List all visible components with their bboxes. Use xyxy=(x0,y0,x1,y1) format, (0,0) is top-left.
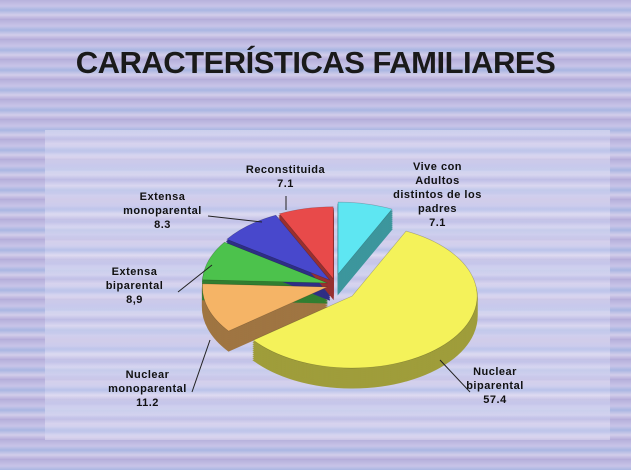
leader-line xyxy=(208,216,262,222)
slide: CARACTERÍSTICAS FAMILIARES Vive con Adul… xyxy=(0,0,631,470)
slice-name: Extensa biparental xyxy=(92,265,177,293)
slice-value: 11.2 xyxy=(95,396,200,410)
slice-label: Vive con Adultos distintos de los padres… xyxy=(390,160,485,230)
slice-name: Vive con Adultos distintos de los padres xyxy=(390,160,485,216)
slice-name: Extensa monoparental xyxy=(110,190,215,218)
slice-value: 57.4 xyxy=(450,393,540,407)
slice-name: Reconstituida xyxy=(238,163,333,177)
slice-value: 7.1 xyxy=(238,177,333,191)
slice-name: Nuclear biparental xyxy=(450,365,540,393)
slice-value: 8,9 xyxy=(92,293,177,307)
slice-value: 8.3 xyxy=(110,218,215,232)
slice-value: 7.1 xyxy=(390,216,485,230)
slice-name: Nuclear monoparental xyxy=(95,368,200,396)
